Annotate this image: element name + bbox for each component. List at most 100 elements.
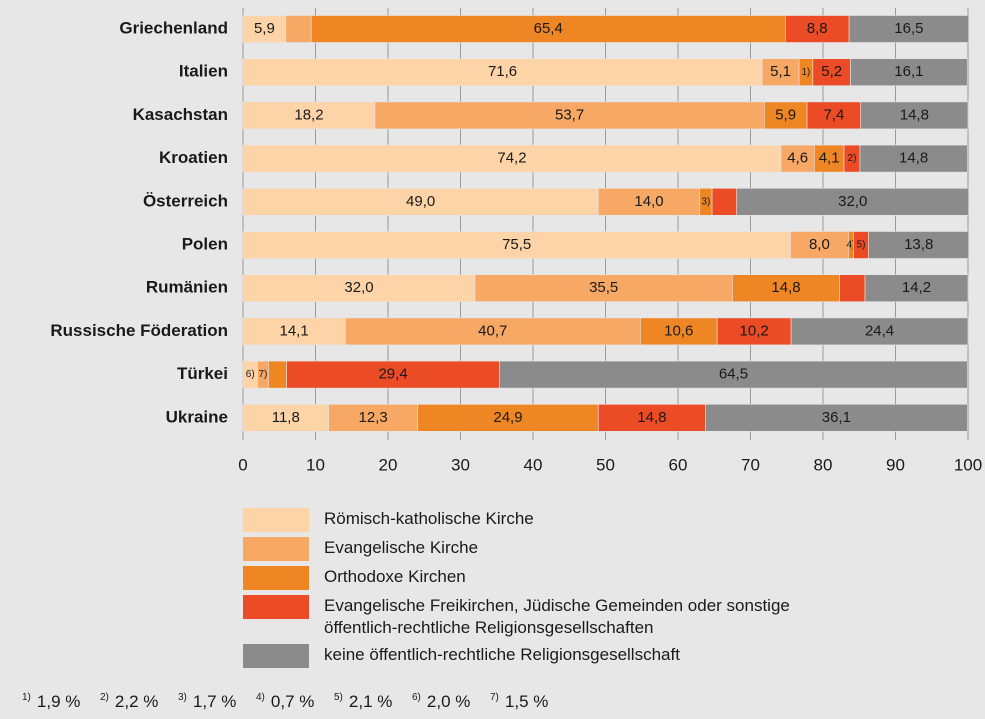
value-label: 16,5	[894, 20, 923, 37]
value-label: 29,4	[378, 366, 407, 383]
category-label: Griechenland	[119, 18, 228, 37]
bar-segment	[780, 144, 815, 173]
category-label: Ukraine	[166, 407, 228, 426]
footnote-marker: 1)	[22, 692, 31, 704]
x-tick-label: 60	[669, 455, 688, 474]
bar-segment	[597, 188, 701, 216]
bar-segment	[864, 274, 969, 303]
category-label: Italien	[179, 62, 228, 81]
x-tick-label: 30	[451, 455, 470, 474]
legend-label: Römisch-katholische Kirche	[324, 509, 534, 528]
footnote: 2) 2,2 %	[100, 692, 178, 712]
bar-segment	[763, 101, 808, 130]
bar-segment	[474, 274, 733, 303]
bar-segment	[417, 403, 599, 432]
value-label: 4,6	[787, 150, 808, 167]
bar-segment	[813, 144, 845, 173]
value-label: 14,8	[900, 106, 929, 123]
bar-segment	[848, 15, 970, 43]
footnote-text: 1,5 %	[504, 692, 549, 711]
legend-item: Orthodoxe Kirchen	[243, 566, 943, 590]
bar-segment	[761, 58, 800, 87]
legend-swatch	[243, 566, 309, 590]
x-tick-label: 80	[814, 455, 833, 474]
value-label: 64,5	[719, 366, 748, 383]
x-tick-label: 40	[524, 455, 543, 474]
value-label: 32,0	[344, 279, 373, 296]
legend-item: keine öffentlich-rechtliche Religionsges…	[243, 644, 943, 668]
category-label: Österreich	[143, 191, 228, 210]
value-label: 14,8	[771, 279, 800, 296]
bar-segment	[242, 144, 782, 173]
footnote-marker: 4)	[846, 240, 855, 251]
x-tick-label: 50	[596, 455, 615, 474]
legend-item: Evangelische Kirche	[243, 537, 943, 561]
bar-segment	[806, 101, 861, 130]
bar-segment	[868, 231, 970, 259]
value-label: 71,6	[488, 63, 517, 80]
x-tick-label: 70	[741, 455, 760, 474]
value-label: 65,4	[534, 20, 563, 37]
footnote-marker: 1)	[802, 67, 811, 78]
value-label: 10,6	[664, 322, 693, 339]
bar-segment	[790, 317, 969, 346]
x-tick-label: 90	[886, 455, 905, 474]
value-label: 32,0	[838, 193, 867, 210]
value-label: 11,8	[272, 409, 300, 426]
value-label: 14,8	[637, 409, 666, 426]
legend-item: Römisch-katholische Kirche	[243, 508, 943, 532]
legend-swatch	[243, 595, 309, 619]
category-label: Rumänien	[146, 278, 228, 297]
bar-segment	[784, 15, 850, 43]
plot: 0102030405060708090100Griechenland5,93,5…	[50, 8, 982, 474]
category-label: Türkei	[177, 364, 228, 383]
category-label: Kasachstan	[133, 105, 228, 124]
value-label: 24,9	[493, 409, 522, 426]
footnote: 7) 1,5 %	[490, 692, 568, 712]
footnote-text: 2,2 %	[114, 692, 159, 711]
footnote-marker: 2)	[848, 153, 857, 164]
legend-label: Evangelische Kirche	[324, 538, 479, 557]
value-label: 7,4	[823, 106, 844, 123]
bar-segment	[716, 317, 792, 346]
value-label: 5,1	[770, 63, 791, 80]
footnote: 6) 2,0 %	[412, 692, 490, 712]
category-label: Polen	[182, 234, 228, 253]
value-label: 8,0	[809, 236, 830, 253]
value-label: 13,8	[904, 236, 933, 253]
value-label: 5,9	[254, 20, 275, 37]
footnote: 5) 2,1 %	[334, 692, 412, 712]
value-label: 8,8	[807, 20, 828, 37]
footnote-marker: 7)	[490, 692, 499, 704]
legend-label: Evangelische Freikirchen, Jüdische Gemei…	[324, 596, 790, 637]
value-label: 5,9	[775, 106, 796, 123]
bar-segment	[711, 188, 738, 216]
footnote-marker: 4)	[256, 692, 265, 704]
bar-segment	[705, 403, 968, 432]
footnote-marker: 3)	[701, 196, 710, 207]
value-label: 5,2	[821, 63, 842, 80]
bar-segment	[242, 58, 763, 87]
bar-segment	[839, 274, 866, 303]
value-label: 49,0	[406, 193, 435, 210]
value-label: 14,8	[899, 150, 928, 167]
footnote-marker: 2)	[100, 692, 109, 704]
footnote-marker: 7)	[258, 369, 267, 380]
value-label: 18,2	[294, 106, 323, 123]
footnote-marker: 6)	[246, 369, 255, 380]
legend: Römisch-katholische Kirche Evangelische K…	[243, 508, 943, 673]
footnote-marker: 6)	[412, 692, 421, 704]
value-label: 75,5	[502, 236, 531, 253]
value-label: 10,2	[740, 322, 769, 339]
bar-segment	[790, 231, 849, 259]
bar-segment	[310, 15, 786, 43]
bar-segment	[736, 188, 970, 216]
bar-segment	[242, 231, 791, 259]
bar-segment	[285, 15, 312, 43]
legend-swatch	[243, 537, 309, 561]
x-tick-label: 10	[306, 455, 325, 474]
footnote-text: 2,0 %	[426, 692, 471, 711]
value-label: 74,2	[497, 150, 526, 167]
value-label: 14,2	[902, 279, 931, 296]
